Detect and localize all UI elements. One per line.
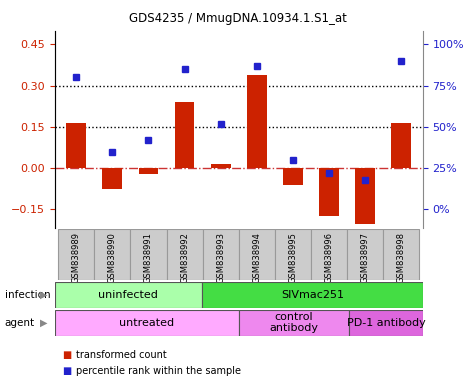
Bar [55,310,238,336]
Text: ■: ■ [62,350,71,360]
Bar [203,229,239,280]
Bar [247,74,266,168]
Text: SIVmac251: SIVmac251 [281,290,344,300]
Text: GSM838998: GSM838998 [397,232,406,283]
Bar [238,310,349,336]
Bar [139,168,158,174]
Bar [355,168,375,224]
Text: GSM838997: GSM838997 [361,232,370,283]
Text: GSM838995: GSM838995 [288,232,297,283]
Bar [131,229,167,280]
Bar [383,229,419,280]
Text: ▶: ▶ [40,318,48,328]
Text: control
antibody: control antibody [269,312,318,333]
Text: GSM838990: GSM838990 [108,232,117,283]
Bar [167,229,203,280]
Text: GSM838993: GSM838993 [216,232,225,283]
Text: agent: agent [5,318,35,328]
Text: GSM838994: GSM838994 [252,232,261,283]
Bar [311,229,347,280]
Bar [239,229,275,280]
Bar [275,229,311,280]
Text: PD-1 antibody: PD-1 antibody [347,318,425,328]
Text: untreated: untreated [119,318,174,328]
Bar [66,123,86,168]
Bar [283,168,303,185]
Text: GSM838992: GSM838992 [180,232,189,283]
Bar [349,310,423,336]
Text: ■: ■ [62,366,71,376]
Text: uninfected: uninfected [98,290,158,300]
Bar [347,229,383,280]
Text: GSM838989: GSM838989 [72,232,81,283]
Bar [95,229,131,280]
Text: GSM838991: GSM838991 [144,232,153,283]
Text: GSM838996: GSM838996 [324,232,333,283]
Text: transformed count: transformed count [76,350,167,360]
Bar [103,168,122,189]
Bar [58,229,95,280]
Text: infection: infection [5,290,50,300]
Text: GDS4235 / MmugDNA.10934.1.S1_at: GDS4235 / MmugDNA.10934.1.S1_at [129,12,346,25]
Bar [55,282,202,308]
Text: percentile rank within the sample: percentile rank within the sample [76,366,241,376]
Bar [211,164,230,168]
Bar [319,168,339,216]
Text: ▶: ▶ [40,290,48,300]
Bar [175,102,194,168]
Bar [391,123,411,168]
Bar [202,282,423,308]
